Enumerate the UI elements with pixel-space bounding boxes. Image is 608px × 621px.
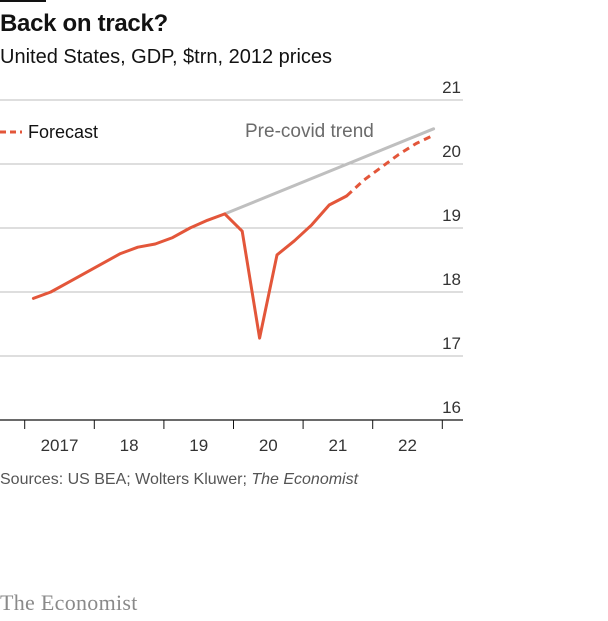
gridlines	[0, 99, 463, 421]
series-line-forecast	[345, 133, 435, 198]
series-line-pre-covid-trend	[223, 127, 436, 216]
x-tick-label-19: 19	[189, 436, 208, 455]
y-tick-label-21: 21	[442, 78, 461, 97]
chart-title: Back on track?	[0, 10, 168, 37]
top-rule	[0, 0, 46, 2]
legend-forecast-label: Forecast	[28, 122, 98, 142]
x-tick-label-22: 22	[398, 436, 417, 455]
x-tick-label-21: 21	[328, 436, 347, 455]
x-tick-label-2017: 2017	[41, 436, 79, 455]
y-tick-label-19: 19	[442, 206, 461, 225]
source-italic: The Economist	[251, 471, 359, 488]
trend-annotation: Pre-covid trend	[245, 121, 374, 142]
legend: Forecast	[0, 122, 98, 142]
brand-logo: The Economist	[0, 590, 138, 615]
y-tick-label-18: 18	[442, 270, 461, 289]
chart-svg: 16 17 18 19 20 21 2017 18 19 20 21 22 Forecast Pre…	[0, 78, 463, 455]
y-tick-label-17: 17	[442, 334, 461, 353]
y-axis-ticks: 16 17 18 19 20 21	[442, 78, 461, 417]
source-note: Sources: US BEA; Wolters Kluwer; The Eco…	[0, 471, 358, 489]
x-tick-label-20: 20	[259, 436, 278, 455]
series-line-actual	[31, 194, 349, 340]
chart-subtitle: United States, GDP, $trn, 2012 prices	[0, 46, 333, 68]
y-tick-label-16: 16	[442, 398, 461, 417]
series-layer	[31, 127, 436, 340]
y-tick-label-20: 20	[442, 142, 461, 161]
x-tick-label-18: 18	[120, 436, 139, 455]
source-text: Sources: US BEA; Wolters Kluwer;	[0, 471, 252, 488]
x-axis: 2017 18 19 20 21 22	[24, 420, 443, 455]
